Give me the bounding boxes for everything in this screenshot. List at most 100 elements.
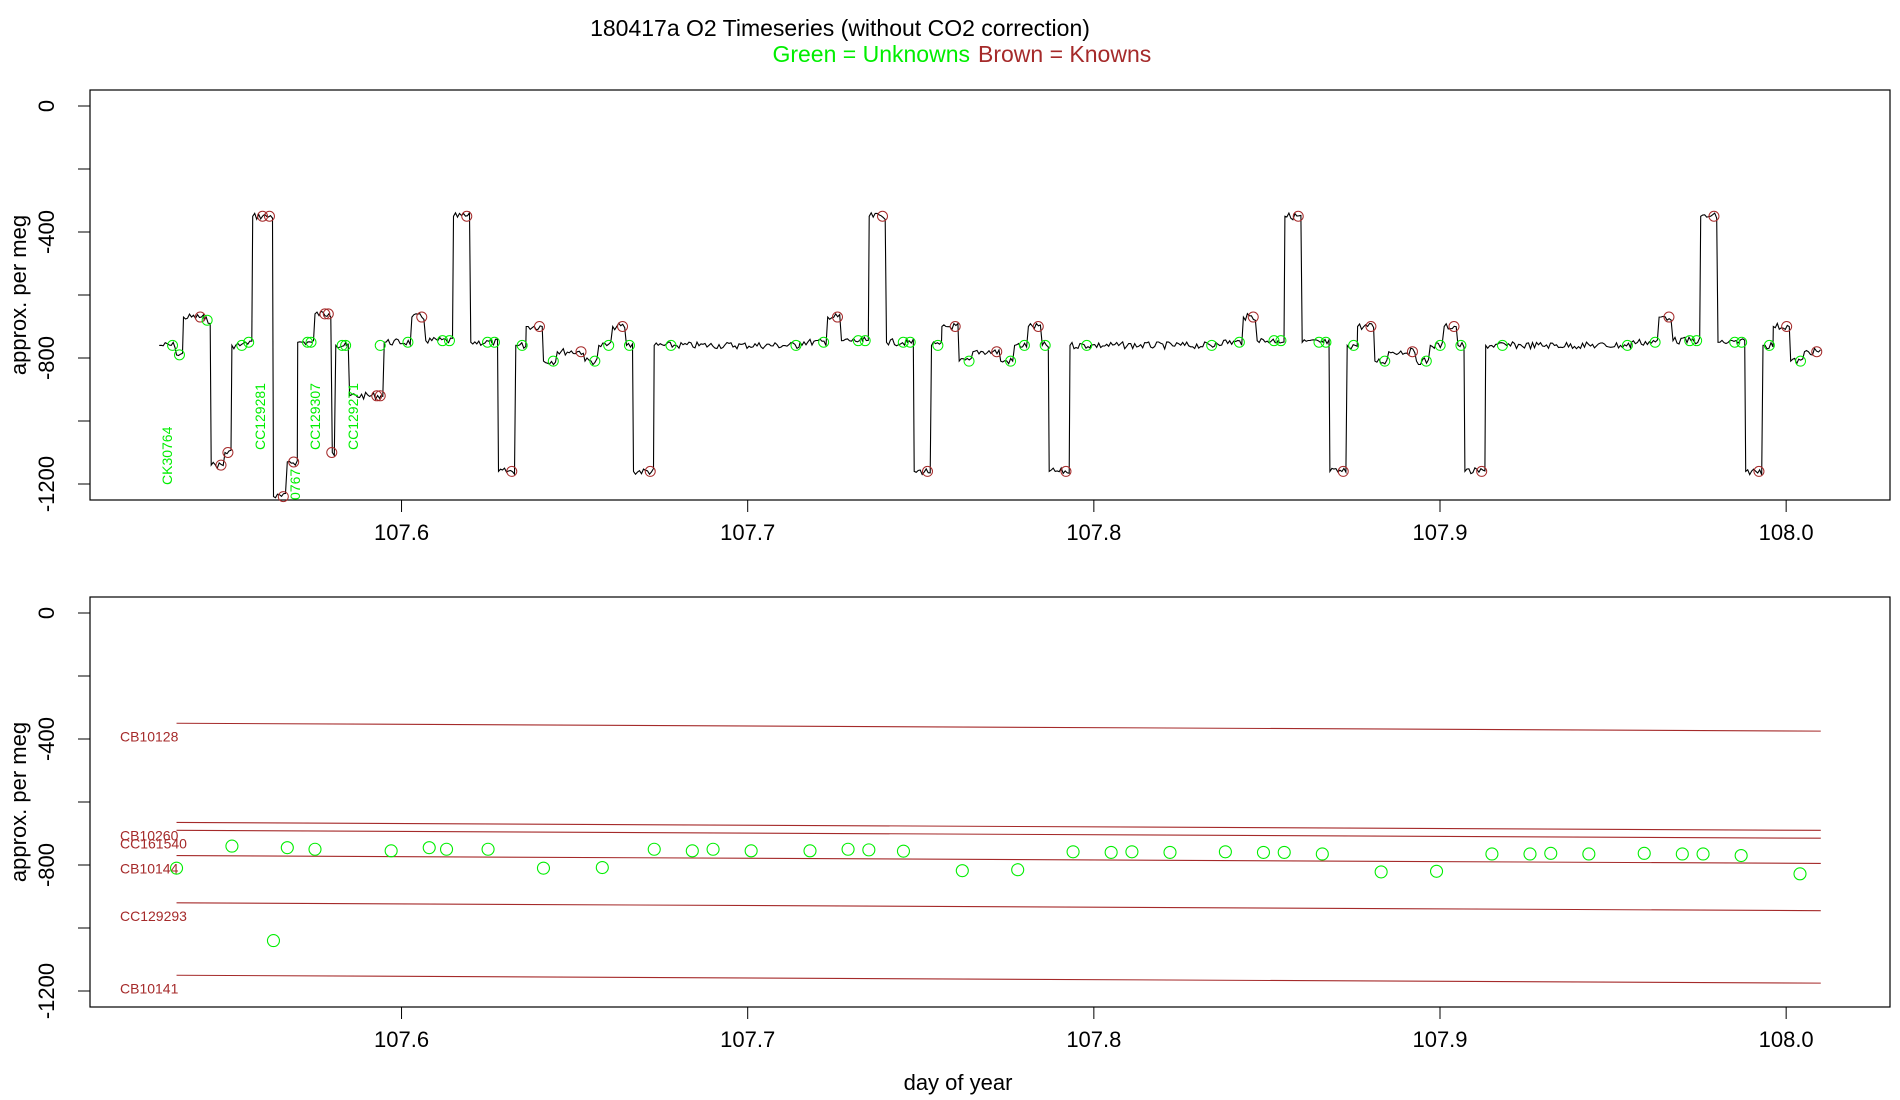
top-unknown-point [852,335,864,347]
top-known-point [374,390,386,402]
top-point-label: CK30764 [159,426,175,485]
unknown-point [1218,845,1232,859]
reference-label: CB10144 [120,861,179,877]
unknown-point [1125,845,1139,859]
top-unknown-point [243,336,255,348]
top-known-point [461,210,473,222]
unknown-point [1637,846,1651,860]
top-unknown-point [402,336,414,348]
unknown-point [1675,847,1689,861]
top-unknown-point [603,339,615,351]
unknown-point [1374,865,1388,879]
unknown-point [1696,847,1710,861]
top-x-tick-label: 107.6 [374,520,429,545]
bottom-x-tick-label: 108.0 [1759,1027,1814,1052]
reference-line [176,829,1821,839]
top-unknown-point [1736,336,1748,348]
top-unknown-point [665,339,677,351]
unknown-point [439,842,454,856]
top-x-tick-label: 107.8 [1066,520,1121,545]
top-unknown-point [201,314,213,326]
top-known-point [1406,346,1418,358]
top-y-axis-label: approx. per meg [6,215,31,375]
bottom-plot-frame [89,596,1891,1008]
top-known-point [877,210,888,222]
top-unknown-point [1313,336,1325,348]
top-known-point [949,321,961,332]
top-unknown-point [1795,355,1806,367]
top-known-point [506,465,518,477]
reference-label: CC161540 [120,835,187,851]
top-known-point [416,311,428,323]
top-known-point [1365,321,1377,332]
top-unknown-point [305,336,317,348]
bottom-y-tick-label: -400 [34,717,59,761]
top-y-tick-label: -800 [34,336,59,380]
top-unknown-point [1268,335,1280,347]
top-unknown-point [1496,339,1508,351]
top-unknown-point [1005,355,1017,367]
unknown-point [1734,848,1748,863]
top-point-label: 0767 [287,469,303,500]
unknown-point [1793,867,1807,881]
unknown-point [481,842,495,856]
top-unknown-point [1206,339,1218,351]
top-unknown-point [336,339,348,351]
unknown-point [1066,845,1080,859]
top-known-point [322,308,334,320]
top-unknown-point [1348,339,1360,351]
top-known-point [277,491,289,503]
top-known-point [319,308,331,320]
top-known-point [194,311,206,323]
top-unknown-point [1320,336,1332,348]
unknown-point [685,844,699,858]
unknown-point [744,844,758,858]
top-known-point [533,321,545,332]
unknown-point [1485,847,1499,861]
unknown-point [1011,863,1025,877]
top-known-point [1060,465,1072,477]
top-known-point [1708,210,1720,222]
top-point-label: CC129307 [307,383,323,450]
bottom-panel: 107.6 107.7 107.8 107.9 108.0 0 -400 -800 -1200 a… [6,596,1891,1052]
unknown-point [536,861,551,875]
top-point-label: CC129281 [252,383,268,450]
unknown-point [595,860,609,875]
top-unknown-point [1684,335,1696,347]
top-unknown-point [443,335,455,347]
top-known-point [1337,465,1349,477]
reference-label: CB10141 [120,980,179,996]
unknown-point [422,841,436,855]
top-trace-line [159,211,1821,499]
top-known-point [371,390,383,402]
top-unknown-point [482,336,494,348]
unknown-point [1104,845,1118,859]
unknown-point [1256,845,1271,859]
legend-knowns: Brown = Knowns [978,41,1151,67]
unknown-point [225,839,239,853]
top-known-point [922,465,933,477]
bottom-y-tick-label: -800 [34,843,59,887]
top-known-point [288,456,300,468]
top-known-point [1448,321,1460,332]
top-known-point [326,447,338,458]
top-unknown-point [340,339,352,351]
top-point-label: CC129271 [345,383,361,450]
top-x-tick-label: 107.9 [1412,520,1467,545]
reference-label: CC129293 [120,908,187,924]
unknown-point [169,861,184,875]
top-known-point [617,321,629,332]
unknown-point [1163,845,1177,859]
unknown-point [308,842,322,856]
top-unknown-point [589,355,601,367]
unknown-point [896,844,911,858]
chart-title: 180417a O2 Timeseries (without CO2 corre… [590,15,1090,41]
top-unknown-point [374,339,386,351]
top-unknown-point [236,339,248,351]
reference-line [176,821,1821,831]
top-unknown-point [437,335,449,347]
top-unknown-point [897,336,909,348]
unknown-point [1582,847,1596,861]
unknown-point [1315,847,1329,861]
